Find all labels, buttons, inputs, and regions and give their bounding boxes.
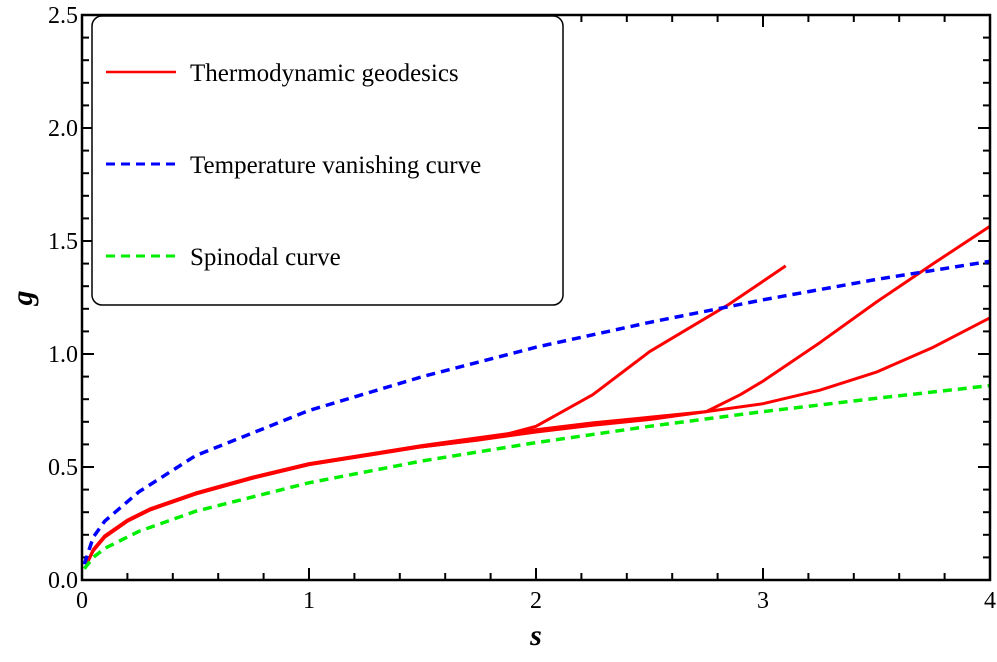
y-axis-label: g [6, 291, 39, 307]
x-tick-label: 4 [984, 588, 996, 614]
legend-label-temperature: Temperature vanishing curve [190, 152, 481, 179]
x-tick-labels: 0 1 2 3 4 [76, 588, 996, 614]
y-tick-label: 2.5 [48, 3, 78, 29]
y-tick-label: 0.0 [48, 568, 78, 594]
y-tick-labels: 0.0 0.5 1.0 1.5 2.0 2.5 [48, 3, 78, 594]
y-tick-label: 0.5 [48, 455, 78, 481]
series-line-temperature-vanishing-curve-3 [82, 259, 991, 565]
y-tick-label: 1.5 [48, 229, 78, 255]
x-tick-label: 1 [303, 588, 315, 614]
plot-curves [82, 225, 991, 570]
x-tick-label: 0 [76, 588, 88, 614]
x-axis-label: s [529, 619, 542, 652]
legend-box [91, 15, 564, 306]
y-tick-label: 1.0 [48, 342, 78, 368]
legend: Thermodynamic geodesics Temperature vani… [91, 15, 564, 306]
legend-label-geodesics: Thermodynamic geodesics [190, 60, 459, 87]
series-line-thermodynamic-geodesics-2 [85, 316, 991, 565]
legend-label-spinodal: Spinodal curve [190, 244, 341, 271]
series-line-spinodal-curve-4 [82, 383, 991, 570]
x-tick-label: 2 [530, 588, 542, 614]
plot-frame [80, 13, 992, 582]
y-tick-label: 2.0 [48, 116, 78, 142]
x-tick-label: 3 [757, 588, 769, 614]
